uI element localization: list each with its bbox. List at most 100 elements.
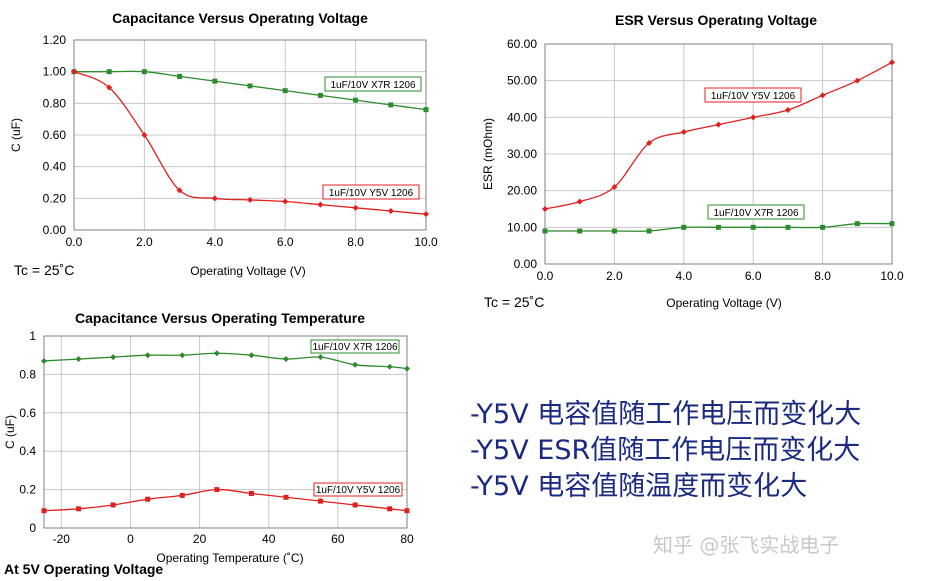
chart2-data-point: [681, 224, 687, 230]
chart1-ytick-label: 0.00: [43, 223, 67, 237]
chart2-ytick-label: 30.00: [507, 147, 537, 161]
chart2-xtick-label: 4.0: [675, 269, 692, 283]
chart2-title: ESR Versus Operatıng Voltage: [615, 12, 817, 28]
chart2-data-point: [577, 228, 583, 234]
chart2-xtick-label: 6.0: [745, 269, 762, 283]
chart3-data-point: [41, 508, 47, 514]
chart2-data-point: [611, 228, 617, 234]
chart1-title: Capacitance Versus Operatıng Voltage: [112, 10, 368, 26]
chart3-data-point: [144, 352, 151, 359]
chart2-plot-frame: [544, 43, 893, 265]
chart2-data-point: [646, 140, 653, 146]
chart2-y-axis-label: ESR (mOhm): [481, 118, 495, 190]
chart1-data-point: [387, 208, 394, 214]
chart3-data-point: [76, 506, 82, 512]
chart1-data-point: [247, 83, 253, 89]
watermark: 知乎 @张飞实战电子: [653, 533, 840, 557]
chart3-xtick-label: 80: [400, 532, 414, 546]
chart3-series-line-1: [43, 352, 408, 370]
chart3-data-point: [283, 494, 289, 500]
chart3-series-line-2: [43, 488, 408, 512]
chart2-data-point: [646, 228, 652, 234]
chart2-series-line-1: [544, 61, 893, 210]
chart2-data-point: [716, 224, 721, 230]
chart2-x-axis-label: Operating Voltage (V): [666, 296, 781, 310]
chart1-data-point: [106, 84, 113, 91]
chart3-data-point: [213, 350, 220, 357]
chart2-ytick-label: 10.00: [507, 220, 537, 234]
chart1-data-point: [317, 92, 323, 98]
chart1-data-point: [177, 73, 183, 79]
chart3-data-point: [179, 352, 186, 359]
chart1-data-point: [212, 78, 218, 84]
chart1-xtick-label: 2.0: [136, 235, 153, 249]
chart3-data-point: [352, 361, 359, 368]
chart3-data-point: [179, 492, 185, 498]
chart1-data-point: [388, 102, 394, 108]
chart3-ytick-label: 1: [29, 329, 36, 343]
chart2-ytick-label: 20.00: [507, 184, 537, 198]
chart3-data-point: [110, 354, 117, 361]
chart3-ytick-label: 0.2: [19, 483, 36, 497]
chart2-xtick-label: 10.0: [880, 269, 904, 283]
chart2-data-point: [715, 121, 722, 128]
chart2-xtick-label: 0.0: [537, 269, 554, 283]
chart1-ytick-label: 0.20: [43, 191, 67, 205]
chart1-legend-box-2: [322, 184, 420, 200]
chart1-data-point: [106, 69, 112, 75]
chart1-ytick-label: 0.60: [43, 128, 67, 142]
chart3-data-point: [387, 506, 393, 512]
chart1-ytick-label: 1.00: [43, 65, 67, 79]
chart3-data-point: [352, 502, 358, 508]
chart1-data-point: [353, 97, 359, 103]
chart3-xtick-label: 20: [193, 532, 207, 546]
chart3-data-point: [248, 490, 254, 496]
chart2-data-point: [611, 184, 618, 190]
chart1-plot-frame: [73, 39, 427, 231]
chart2-data-point: [854, 221, 860, 227]
chart3-data-point: [318, 498, 324, 504]
chart2-data-point: [820, 224, 826, 230]
chart1-ytick-label: 0.40: [43, 160, 67, 174]
chart1-data-point: [423, 211, 429, 218]
chart3-data-point: [283, 356, 289, 363]
chart2-legend-box-2: [707, 204, 805, 220]
chart3-title: Capacitance Versus Operating Temperature: [75, 310, 365, 326]
chart1-legend-label-1: 1uF/10V X7R 1206: [330, 80, 415, 91]
chart1-ytick-label: 0.80: [43, 96, 67, 110]
chart2-data-point: [784, 107, 791, 113]
chart3-ytick-label: 0.8: [19, 367, 36, 381]
chart1-legend-label-2: 1uF/10V Y5V 1206: [329, 188, 414, 199]
chart1-xtick-label: 10.0: [414, 235, 438, 249]
chart1-xtick-label: 4.0: [206, 235, 223, 249]
chart3-annotation: At 5V Operating Voltage: [4, 561, 163, 577]
chart3-xtick-label: -20: [53, 532, 71, 546]
chart3-data-point: [404, 365, 410, 372]
chart3-x-axis-label: Operating Temperature (˚C): [156, 551, 303, 565]
chart1-xtick-label: 6.0: [277, 235, 294, 249]
chart3-data-point: [110, 502, 116, 508]
chart2-data-point: [750, 114, 757, 121]
chart2-ytick-label: 60.00: [507, 37, 537, 51]
chart1-data-point: [282, 88, 288, 94]
note-line-3: -Y5V 电容值随温度而变化大: [470, 471, 808, 502]
chart2-data-point: [750, 224, 756, 230]
chart3-data-point: [145, 496, 151, 502]
chart2-data-point: [889, 59, 895, 66]
chart2-ytick-label: 40.00: [507, 110, 537, 124]
chart2-data-point: [854, 77, 861, 84]
chart2-ytick-label: 50.00: [507, 74, 537, 88]
chart3-ytick-label: 0.4: [19, 444, 36, 458]
chart3-data-point: [386, 363, 393, 370]
chart1-data-point: [141, 132, 148, 138]
chart1-data-point: [247, 196, 253, 203]
chart2-data-point: [542, 228, 548, 234]
chart2-xtick-label: 8.0: [814, 269, 831, 283]
chart3-data-point: [317, 354, 324, 361]
chart2-annotation: Tc = 25˚C: [484, 294, 544, 310]
chart1-xtick-label: 0.0: [66, 235, 83, 249]
chart2-data-point: [889, 221, 895, 227]
chart1-data-point: [141, 69, 147, 75]
chart1-annotation: Tc = 25˚C: [14, 262, 74, 278]
